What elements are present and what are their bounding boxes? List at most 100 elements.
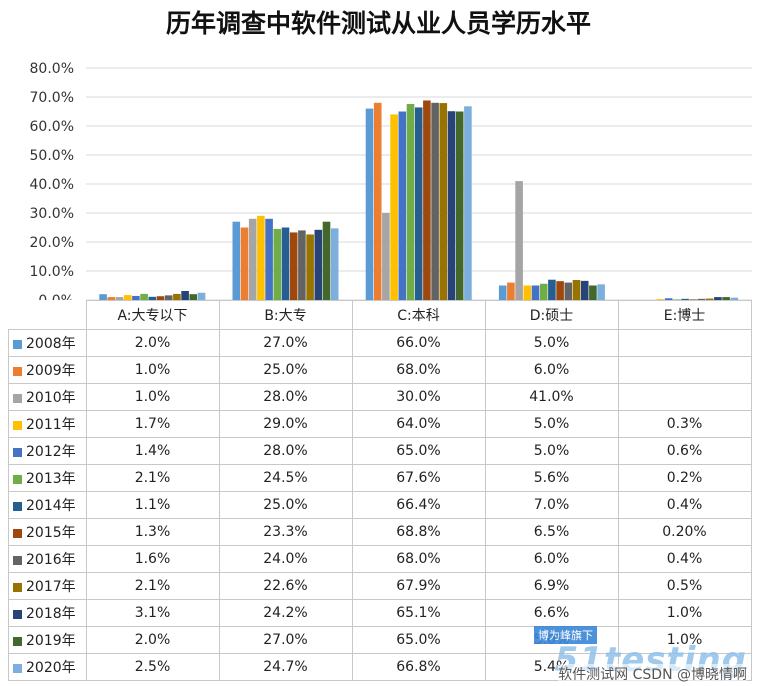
data-label: 30.0% bbox=[351, 383, 486, 411]
bar bbox=[248, 218, 257, 300]
legend-label: 2014年 bbox=[26, 498, 76, 514]
data-label: 68.0% bbox=[351, 545, 486, 573]
data-label bbox=[617, 356, 752, 384]
bar bbox=[689, 299, 698, 300]
bar bbox=[515, 181, 523, 300]
legend-swatch bbox=[13, 636, 22, 646]
bar bbox=[281, 227, 290, 300]
data-label: 25.0% bbox=[218, 491, 353, 519]
data-label: 22.6% bbox=[218, 572, 353, 600]
bar bbox=[240, 227, 249, 300]
legend-label: 2015年 bbox=[26, 525, 76, 541]
data-label: 24.2% bbox=[218, 599, 353, 627]
table-row: 2011年 1.7% 29.0% 64.0% 5.0% 0.3% bbox=[8, 410, 752, 438]
legend-entry: 2008年 bbox=[8, 329, 87, 357]
y-tick-label: 60.0% bbox=[30, 119, 74, 135]
legend-label: 2019年 bbox=[26, 633, 76, 649]
data-label: 5.0% bbox=[484, 410, 619, 438]
data-label: 25.0% bbox=[218, 356, 353, 384]
data-label: 65.0% bbox=[351, 437, 486, 465]
data-label: 2.5% bbox=[85, 653, 220, 681]
table-row: 2012年 1.4% 28.0% 65.0% 5.0% 0.6% bbox=[8, 437, 752, 465]
bar bbox=[382, 213, 390, 300]
bar bbox=[556, 281, 564, 300]
legend-swatch bbox=[13, 663, 22, 673]
legend-entry: 2018年 bbox=[8, 599, 87, 627]
data-label: 24.7% bbox=[218, 653, 353, 681]
legend-entry: 2015年 bbox=[8, 518, 87, 546]
data-table: A:大专以下 B:大专 C:本科 D:硕士 E:博士 2008年 2.0% 27.0% 66.… bbox=[8, 300, 752, 681]
legend-entry: 2016年 bbox=[8, 545, 87, 573]
legend-label: 2011年 bbox=[26, 417, 76, 433]
bar bbox=[232, 221, 241, 300]
bar bbox=[115, 297, 124, 300]
table-row: 2008年 2.0% 27.0% 66.0% 5.0% bbox=[8, 329, 752, 357]
bar bbox=[197, 292, 206, 300]
bar bbox=[580, 280, 589, 300]
data-label: 29.0% bbox=[218, 410, 353, 438]
bar bbox=[322, 221, 331, 300]
category-header-row: A:大专以下 B:大专 C:本科 D:硕士 E:博士 bbox=[8, 300, 752, 330]
legend-label: 2016年 bbox=[26, 552, 76, 568]
bar bbox=[523, 285, 532, 300]
bar bbox=[132, 295, 140, 300]
data-label: 0.5% bbox=[617, 572, 752, 600]
legend-entry: 2020年 bbox=[8, 653, 87, 681]
legend-entry: 2010年 bbox=[8, 383, 87, 411]
x-tick-label: E:博士 bbox=[617, 300, 752, 330]
y-tick-label: 0.0% bbox=[38, 293, 74, 300]
bar bbox=[531, 285, 540, 300]
data-label: 1.3% bbox=[85, 518, 220, 546]
bar bbox=[597, 284, 605, 300]
table-row: 2010年 1.0% 28.0% 30.0% 41.0% bbox=[8, 383, 752, 411]
data-label bbox=[617, 383, 752, 411]
y-tick-label: 10.0% bbox=[30, 264, 74, 280]
x-tick-label: A:大专以下 bbox=[85, 300, 220, 330]
table-row: 2009年 1.0% 25.0% 68.0% 6.0% bbox=[8, 356, 752, 384]
data-label: 24.0% bbox=[218, 545, 353, 573]
bar bbox=[656, 299, 665, 300]
bars bbox=[99, 100, 739, 300]
bar bbox=[189, 294, 198, 300]
data-label: 24.5% bbox=[218, 464, 353, 492]
bar bbox=[406, 103, 415, 300]
legend-swatch bbox=[13, 528, 22, 538]
legend-label: 2017年 bbox=[26, 579, 76, 595]
bar bbox=[99, 294, 107, 300]
bar bbox=[431, 102, 439, 300]
bar bbox=[414, 107, 423, 300]
bar bbox=[298, 230, 306, 300]
legend-entry: 2012年 bbox=[8, 437, 87, 465]
legend-entry: 2013年 bbox=[8, 464, 87, 492]
legend-swatch bbox=[13, 474, 22, 484]
bar bbox=[156, 296, 165, 300]
data-label: 0.4% bbox=[617, 545, 752, 573]
data-label: 6.0% bbox=[484, 356, 619, 384]
watermark-sub: 软件测试网 bbox=[558, 667, 629, 683]
data-label: 27.0% bbox=[218, 626, 353, 654]
y-axis-ticks: 0.0% 10.0% 20.0% 30.0% 40.0% 50.0% 60.0% 70.0% 8… bbox=[30, 61, 74, 300]
data-label: 7.0% bbox=[484, 491, 619, 519]
bar-chart: 0.0% 10.0% 20.0% 30.0% 40.0% 50.0% 60.0% 70.0% 8… bbox=[30, 61, 752, 300]
data-label: 66.4% bbox=[351, 491, 486, 519]
legend-entry: 2014年 bbox=[8, 491, 87, 519]
bar bbox=[722, 297, 730, 300]
legend-entry: 2009年 bbox=[8, 356, 87, 384]
bar bbox=[572, 279, 581, 300]
bar bbox=[265, 218, 273, 300]
bar bbox=[164, 295, 173, 300]
data-label: 64.0% bbox=[351, 410, 486, 438]
y-tick-label: 70.0% bbox=[30, 90, 74, 106]
legend-swatch bbox=[13, 609, 22, 619]
legend-label: 2018年 bbox=[26, 606, 76, 622]
data-label: 65.0% bbox=[351, 626, 486, 654]
legend-label: 2010年 bbox=[26, 390, 76, 406]
legend-label: 2013年 bbox=[26, 471, 76, 487]
table-row: 2014年 1.1% 25.0% 66.4% 7.0% 0.4% bbox=[8, 491, 752, 519]
table-row: 2018年 3.1% 24.2% 65.1% 6.6% 1.0% bbox=[8, 599, 752, 627]
data-label: 66.8% bbox=[351, 653, 486, 681]
legend-swatch bbox=[13, 420, 22, 430]
watermark: 博为峰旗下 51testing 软件测试网 CSDN @博晓情啊 bbox=[534, 626, 747, 684]
data-label: 1.1% bbox=[85, 491, 220, 519]
data-label: 68.8% bbox=[351, 518, 486, 546]
